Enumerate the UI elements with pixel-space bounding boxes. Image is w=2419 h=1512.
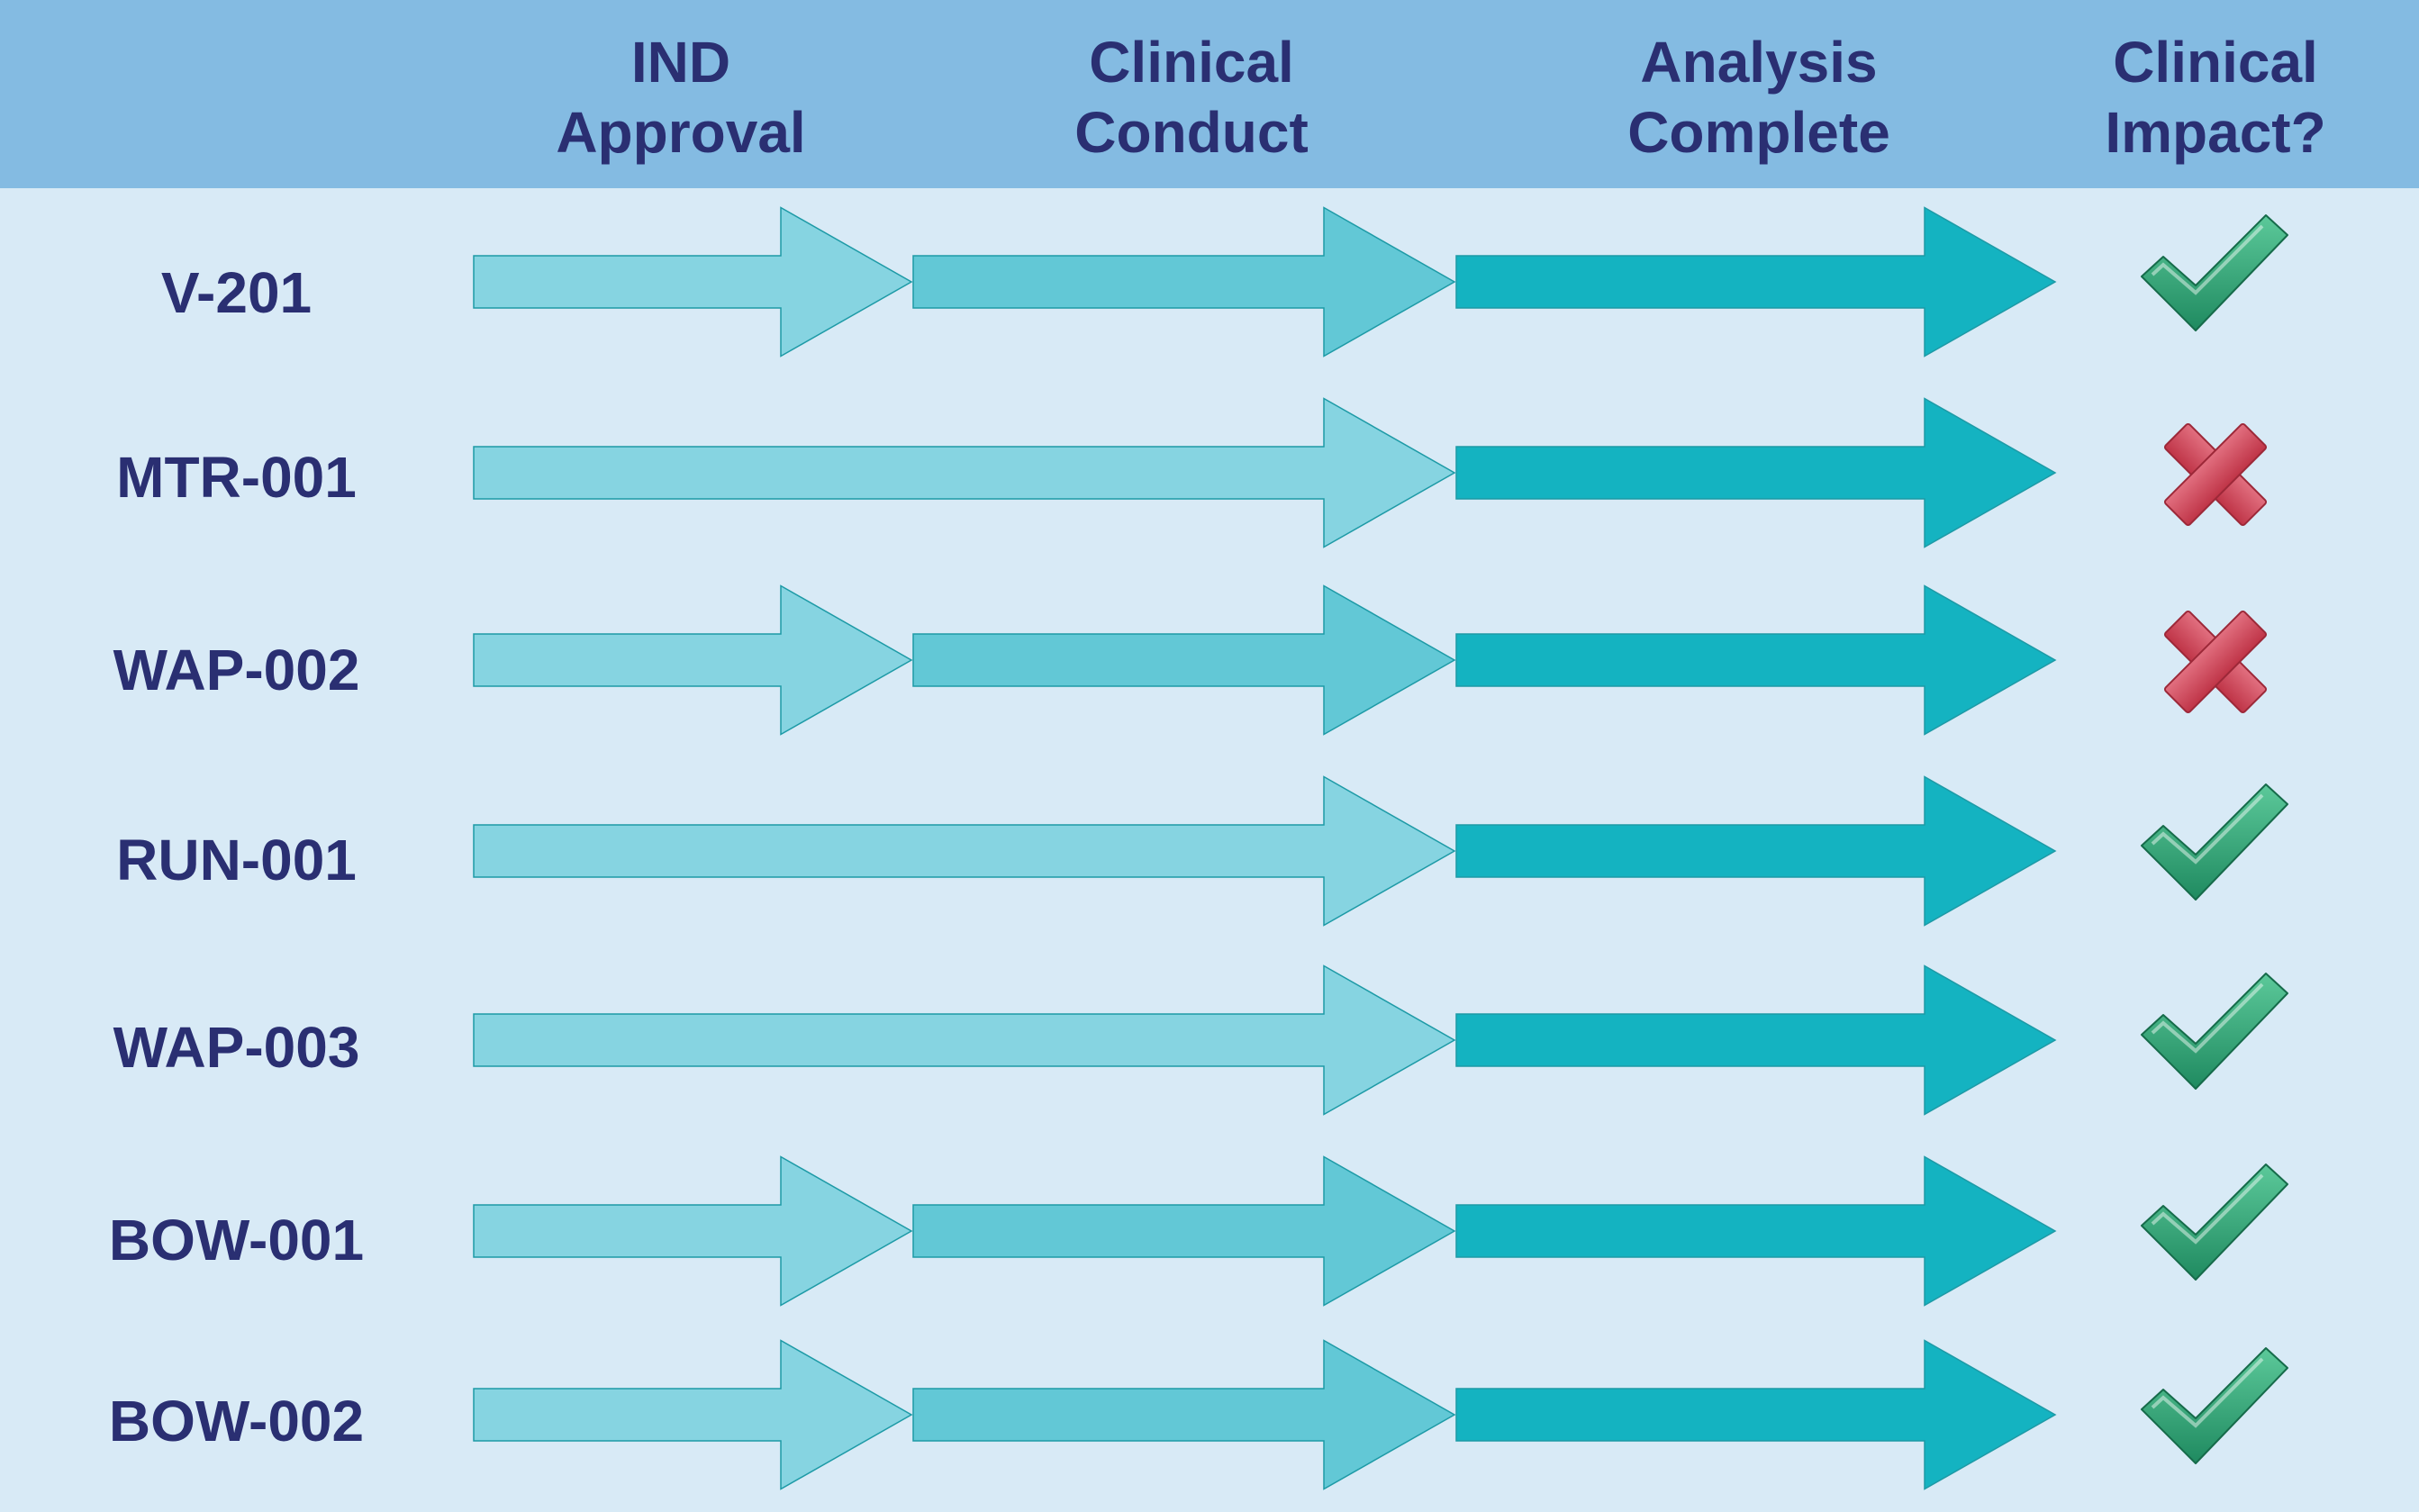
stage-arrow-analysis bbox=[1455, 584, 2057, 736]
stage-arrow-ind-conduct bbox=[473, 964, 1456, 1116]
check-icon bbox=[2141, 214, 2288, 331]
study-label: WAP-003 bbox=[113, 1015, 360, 1080]
stage-arrow-analysis bbox=[1455, 206, 2057, 358]
study-label: MTR-001 bbox=[116, 445, 357, 510]
header-ind-approval-line1: IND bbox=[630, 30, 731, 95]
header-clinical-conduct-line2: Conduct bbox=[1074, 100, 1309, 165]
stage-arrow-analysis bbox=[1455, 397, 2057, 548]
header-clinical-conduct: Clinical Conduct bbox=[984, 27, 1399, 167]
study-label: V-201 bbox=[160, 260, 313, 325]
study-label: WAP-002 bbox=[113, 638, 360, 702]
stage-arrow-analysis bbox=[1455, 1155, 2057, 1307]
stage-arrow-analysis bbox=[1455, 775, 2057, 927]
header-bar bbox=[0, 0, 2419, 188]
stage-arrow-ind bbox=[473, 206, 913, 358]
header-analysis-complete: Analysis Complete bbox=[1552, 27, 1966, 167]
study-label: RUN-001 bbox=[116, 828, 357, 892]
cross-icon bbox=[2163, 422, 2268, 527]
header-ind-approval: IND Approval bbox=[474, 27, 888, 167]
check-icon bbox=[2141, 783, 2288, 901]
check-icon bbox=[2141, 1163, 2288, 1281]
stage-arrow-ind-conduct bbox=[473, 397, 1456, 548]
header-clinical-impact-line2: Impact? bbox=[2105, 100, 2326, 165]
header-analysis-complete-line1: Analysis bbox=[1640, 30, 1878, 95]
stage-arrow-conduct bbox=[912, 206, 1456, 358]
header-clinical-conduct-line1: Clinical bbox=[1089, 30, 1294, 95]
stage-arrow-ind bbox=[473, 1339, 913, 1490]
check-icon bbox=[2141, 1347, 2288, 1464]
stage-arrow-ind bbox=[473, 584, 913, 736]
stage-arrow-conduct bbox=[912, 1155, 1456, 1307]
study-label: BOW-001 bbox=[108, 1208, 365, 1272]
header-clinical-impact-line1: Clinical bbox=[2113, 30, 2318, 95]
cross-icon bbox=[2163, 610, 2268, 714]
check-icon bbox=[2141, 973, 2288, 1090]
study-label: BOW-002 bbox=[108, 1389, 365, 1453]
stage-arrow-conduct bbox=[912, 1339, 1456, 1490]
header-ind-approval-line2: Approval bbox=[556, 100, 806, 165]
stage-arrow-analysis bbox=[1455, 1339, 2057, 1490]
header-analysis-complete-line2: Complete bbox=[1627, 100, 1890, 165]
header-clinical-impact: Clinical Impact? bbox=[2008, 27, 2419, 167]
stage-arrow-analysis bbox=[1455, 964, 2057, 1116]
stage-arrow-conduct bbox=[912, 584, 1456, 736]
stage-arrow-ind bbox=[473, 1155, 913, 1307]
stage-arrow-ind-conduct bbox=[473, 775, 1456, 927]
